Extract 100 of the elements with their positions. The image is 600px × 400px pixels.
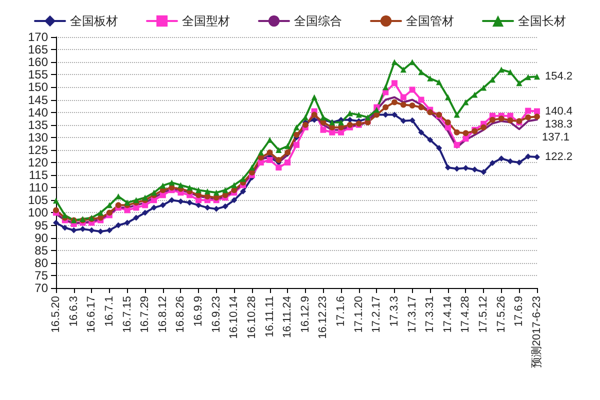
y-tick-label: 160 [28,55,48,70]
point [240,188,246,194]
y-tick-label: 165 [28,42,48,57]
point [186,200,193,206]
point [213,190,220,196]
point [186,184,193,191]
point [231,182,238,188]
point [418,129,424,136]
point [320,126,326,133]
point [150,197,157,204]
point [196,187,202,194]
point [534,74,540,80]
x-tick-label: 16.8.12 [156,296,169,333]
point [462,165,469,172]
point [338,129,344,136]
point [480,124,487,130]
data-label: 137.1 [542,131,570,144]
x-tick-label: 16.10.14 [228,296,240,339]
y-tick-label: 95 [34,218,48,232]
point [418,104,424,110]
point [168,180,175,186]
point [480,169,487,176]
x-tick-label: 16.7.15 [121,296,134,333]
y-tick-label: 115 [28,168,48,182]
point [115,202,122,208]
point [124,220,130,226]
point [436,144,442,151]
point [276,164,282,171]
point [427,75,434,82]
point [400,118,406,124]
point [276,156,282,163]
y-tick-label: 110 [28,180,48,195]
point [391,59,398,66]
x-tick-label: 16.9.9 [192,296,205,327]
point [98,210,104,216]
x-tick-label: 17.3.3 [388,296,400,327]
point [222,187,228,194]
point [142,194,148,201]
y-tick-label: 75 [34,268,48,282]
point [240,176,246,182]
point [294,142,300,148]
point [444,94,451,100]
x-tick-label: 17.5.12 [478,296,490,333]
point [409,86,416,93]
y-tick-label: 150 [28,80,48,94]
y-tick-label: 70 [34,281,48,295]
point [276,146,282,153]
x-tick-label: 17.6.9 [513,296,526,327]
point [427,136,434,143]
point [80,226,86,232]
legend-label: 全国综合 [294,14,342,28]
point [382,84,389,90]
point [409,102,416,109]
x-tick-label: 16.9.23 [210,296,222,333]
point [320,114,326,120]
point [454,112,460,118]
x-tick-label: 16.12.9 [299,296,312,333]
x-tick-label: 17.2.17 [370,296,383,333]
point [311,112,318,118]
point [204,188,210,194]
point [329,129,336,136]
legend-label: 全国长材 [518,14,566,28]
x-tick-label: 17.1.20 [352,296,365,333]
point [231,197,238,204]
point [400,66,406,73]
point [444,119,451,126]
point [472,166,478,173]
legend-label: 全国板材 [70,14,118,28]
data-label: 140.4 [545,105,573,118]
point [222,203,228,210]
point [444,124,451,130]
point [427,109,434,116]
x-tick-label: 17.3.31 [424,296,436,333]
point [106,210,112,216]
point [115,222,122,228]
y-tick-label: 125 [28,142,48,157]
x-tick-label: 16.11.24 [282,296,294,338]
x-tick-label: 16.12.23 [317,296,330,339]
point [525,114,532,120]
y-tick-label: 145 [28,92,48,107]
data-label: 122.2 [545,150,573,163]
point [294,132,300,138]
y-tick-label: 80 [34,256,48,270]
point [150,190,157,196]
point [525,108,532,114]
point [196,197,202,204]
point [489,116,496,123]
data-label: 138.3 [545,118,573,130]
point [498,116,504,122]
point [266,156,273,163]
point [70,227,77,234]
point [53,220,59,226]
point [400,94,406,100]
x-tick-label: 16.10.28 [246,296,258,339]
point [284,143,291,150]
y-tick-label: 135 [28,118,48,132]
point [266,149,273,156]
x-tick-label: 16.8.26 [174,296,187,333]
y-tick-label: 140 [28,105,48,120]
point [204,204,210,211]
